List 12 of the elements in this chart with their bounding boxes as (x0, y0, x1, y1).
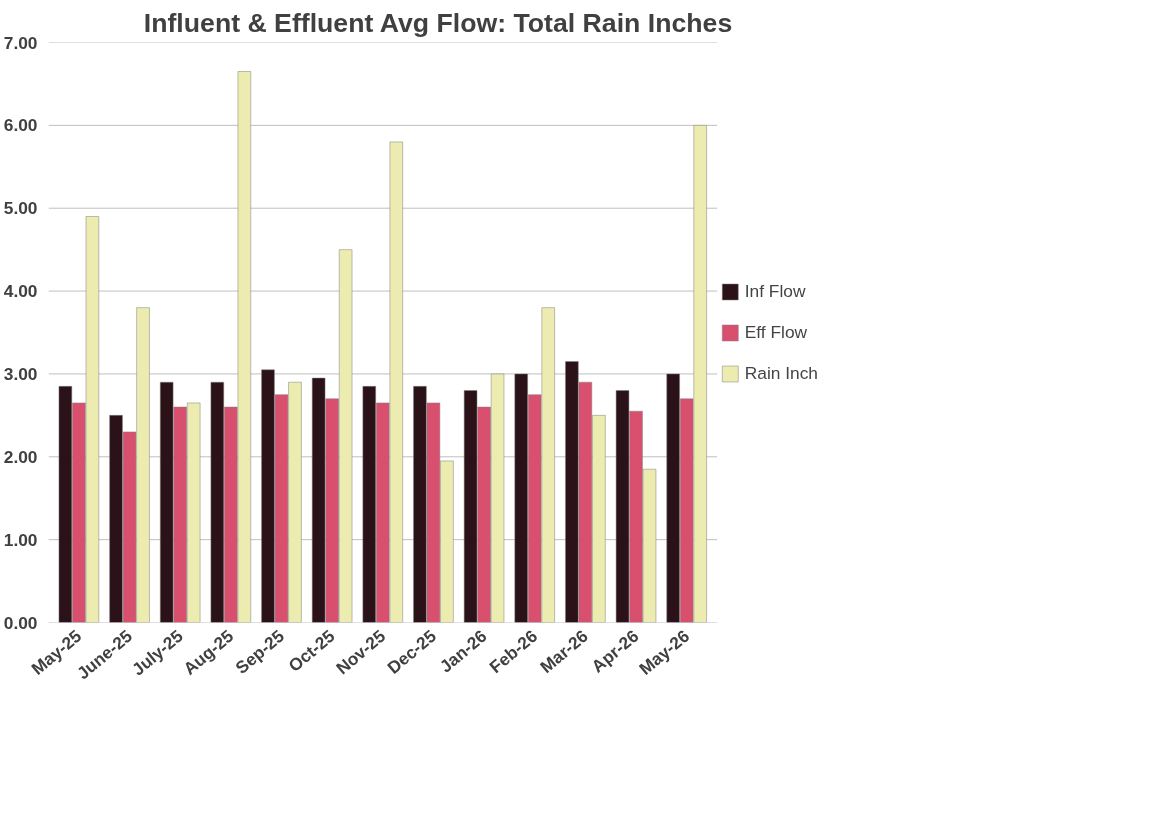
legend-label: Rain Inch (744, 362, 818, 384)
y-tick-label: 2.00 (3, 446, 38, 467)
legend-label: Eff Flow (744, 321, 808, 343)
y-tick-label: 6.00 (3, 115, 38, 136)
y-tick-label: 7.00 (3, 32, 38, 53)
chart-title: Influent & Effluent Avg Flow: Total Rain Inches (143, 7, 733, 38)
y-tick-label: 4.00 (3, 281, 38, 302)
y-tick-label: 5.00 (3, 198, 38, 219)
y-tick-label: 0.00 (3, 612, 38, 633)
y-tick-label: 1.00 (3, 529, 38, 550)
legend-label: Inf Flow (744, 280, 806, 302)
y-tick-label: 3.00 (3, 363, 38, 384)
